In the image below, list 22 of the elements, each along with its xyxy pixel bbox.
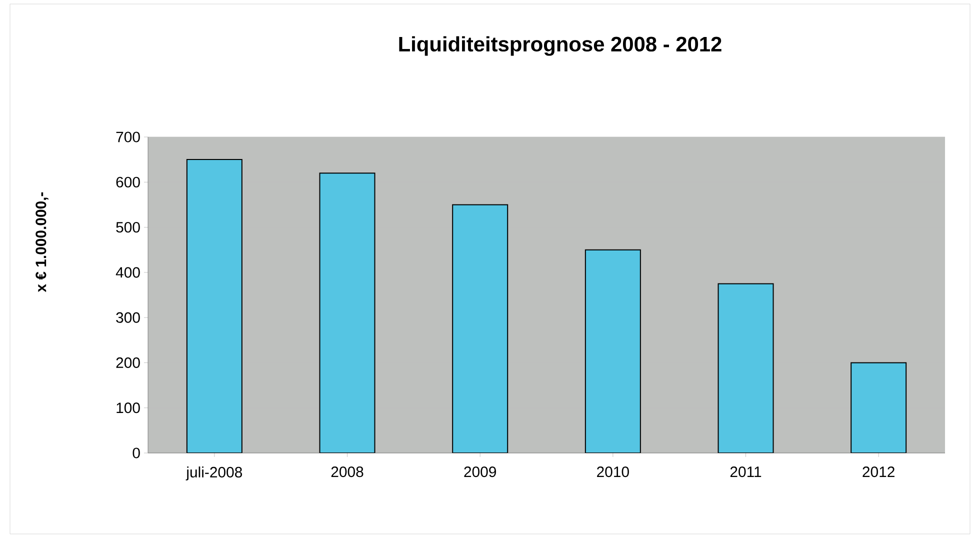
- x-tick-label: 2011: [730, 466, 762, 478]
- y-tick-label: 200: [116, 357, 140, 368]
- bar: [850, 362, 907, 453]
- x-tick-label: 2008: [331, 466, 364, 478]
- y-tick-label: 500: [116, 222, 140, 233]
- x-tick-label: juli-2008: [186, 466, 242, 480]
- x-tick-label: 2010: [597, 466, 629, 478]
- bar: [186, 159, 242, 453]
- y-tick-label: 100: [116, 402, 140, 414]
- y-tick-label: 0: [132, 448, 140, 458]
- x-tick-label: 2012: [862, 466, 894, 478]
- x-tick-label: 2009: [464, 466, 496, 478]
- bar: [584, 249, 641, 453]
- y-tick-label: 400: [116, 267, 140, 278]
- bar: [718, 283, 774, 453]
- y-tick-label: 300: [116, 312, 140, 323]
- chart-title: Liquiditeitsprognose 2008 - 2012: [399, 36, 722, 56]
- y-axis-title: x € 1.000.000,-: [36, 192, 48, 292]
- y-tick-label: 600: [116, 176, 140, 188]
- y-tick-label: 700: [116, 132, 140, 142]
- bar: [452, 204, 508, 453]
- bar: [319, 172, 376, 453]
